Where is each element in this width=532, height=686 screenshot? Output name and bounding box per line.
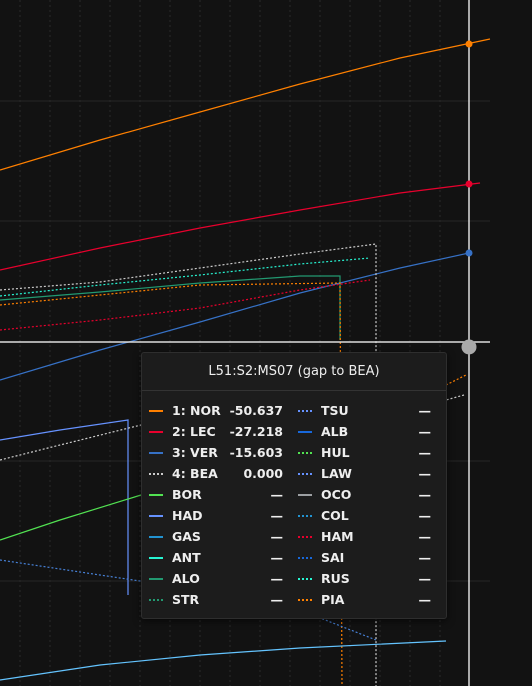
legend-swatch: [298, 536, 312, 538]
legend-value: —: [270, 508, 284, 523]
crosshair-handle[interactable]: [461, 339, 477, 355]
legend-name: HAM: [321, 529, 354, 544]
legend-value: -15.603: [229, 445, 283, 460]
legend-name: 2: LEC: [172, 424, 216, 439]
legend-row: ALO —: [149, 568, 283, 589]
legend-swatch: [149, 410, 163, 412]
legend-name: GAS: [172, 529, 201, 544]
legend-name: ALO: [172, 571, 200, 586]
legend-row: HAM —: [298, 526, 431, 547]
legend-swatch: [149, 536, 163, 538]
legend-value: —: [418, 571, 432, 586]
legend-row: TSU —: [298, 400, 431, 421]
legend-name: 1: NOR: [172, 403, 221, 418]
legend-name: 4: BEA: [172, 466, 218, 481]
legend-row: HAD —: [149, 505, 283, 526]
legend-swatch: [298, 452, 312, 454]
legend-value: -50.637: [229, 403, 283, 418]
legend-name: BOR: [172, 487, 202, 502]
tooltip: L51:S2:MS07 (gap to BEA) 1: NOR -50.637 2:…: [141, 352, 447, 619]
legend-name: SAI: [321, 550, 345, 565]
legend-value: —: [418, 550, 432, 565]
legend-name: PIA: [321, 592, 345, 607]
legend-row: ANT —: [149, 547, 283, 568]
legend-value: —: [270, 592, 284, 607]
legend-row: HUL —: [298, 442, 431, 463]
legend-swatch: [298, 557, 312, 559]
legend-value: 0.000: [243, 466, 283, 481]
legend-row: 4: BEA 0.000: [149, 463, 283, 484]
legend-row: SAI —: [298, 547, 431, 568]
legend-name: HAD: [172, 508, 203, 523]
legend-name: HUL: [321, 445, 350, 460]
legend-swatch: [298, 494, 312, 496]
legend-value: —: [418, 487, 432, 502]
legend-value: —: [418, 592, 432, 607]
marker: [465, 40, 473, 48]
legend-row: 1: NOR -50.637: [149, 400, 283, 421]
legend-row: LAW —: [298, 463, 431, 484]
legend-swatch: [298, 599, 312, 601]
legend-row: STR —: [149, 589, 283, 610]
legend-value: —: [418, 466, 432, 481]
legend-row: COL —: [298, 505, 431, 526]
legend-row: PIA —: [298, 589, 431, 610]
legend-row: BOR —: [149, 484, 283, 505]
legend-row: RUS —: [298, 568, 431, 589]
legend-value: —: [270, 571, 284, 586]
legend-name: RUS: [321, 571, 350, 586]
legend-swatch: [149, 494, 163, 496]
legend-value: —: [270, 529, 284, 544]
legend-name: OCO: [321, 487, 352, 502]
legend-name: ANT: [172, 550, 201, 565]
legend-row: 2: LEC -27.218: [149, 421, 283, 442]
legend-value: —: [270, 550, 284, 565]
legend-name: STR: [172, 592, 200, 607]
marker: [465, 249, 473, 257]
legend-swatch: [149, 431, 163, 433]
legend-swatch: [149, 515, 163, 517]
legend-name: 3: VER: [172, 445, 218, 460]
legend-swatch: [149, 599, 163, 601]
legend-swatch: [149, 473, 163, 475]
legend-value: —: [418, 403, 432, 418]
legend-name: ALB: [321, 424, 349, 439]
legend-name: COL: [321, 508, 349, 523]
legend-value: —: [418, 445, 432, 460]
legend-value: —: [418, 529, 432, 544]
legend-swatch: [149, 557, 163, 559]
marker: [465, 180, 473, 188]
legend-swatch: [298, 410, 312, 412]
legend-swatch: [149, 452, 163, 454]
legend-swatch: [149, 578, 163, 580]
legend-value: —: [418, 424, 432, 439]
legend-row: GAS —: [149, 526, 283, 547]
legend-value: —: [418, 508, 432, 523]
legend-row: ALB —: [298, 421, 431, 442]
legend-swatch: [298, 515, 312, 517]
legend-swatch: [298, 431, 312, 433]
legend-value: —: [270, 487, 284, 502]
legend-row: 3: VER -15.603: [149, 442, 283, 463]
legend-name: TSU: [321, 403, 349, 418]
legend-row: OCO —: [298, 484, 431, 505]
legend-name: LAW: [321, 466, 352, 481]
legend-value: -27.218: [229, 424, 283, 439]
tooltip-title: L51:S2:MS07 (gap to BEA): [142, 353, 446, 391]
legend-swatch: [298, 578, 312, 580]
legend-swatch: [298, 473, 312, 475]
